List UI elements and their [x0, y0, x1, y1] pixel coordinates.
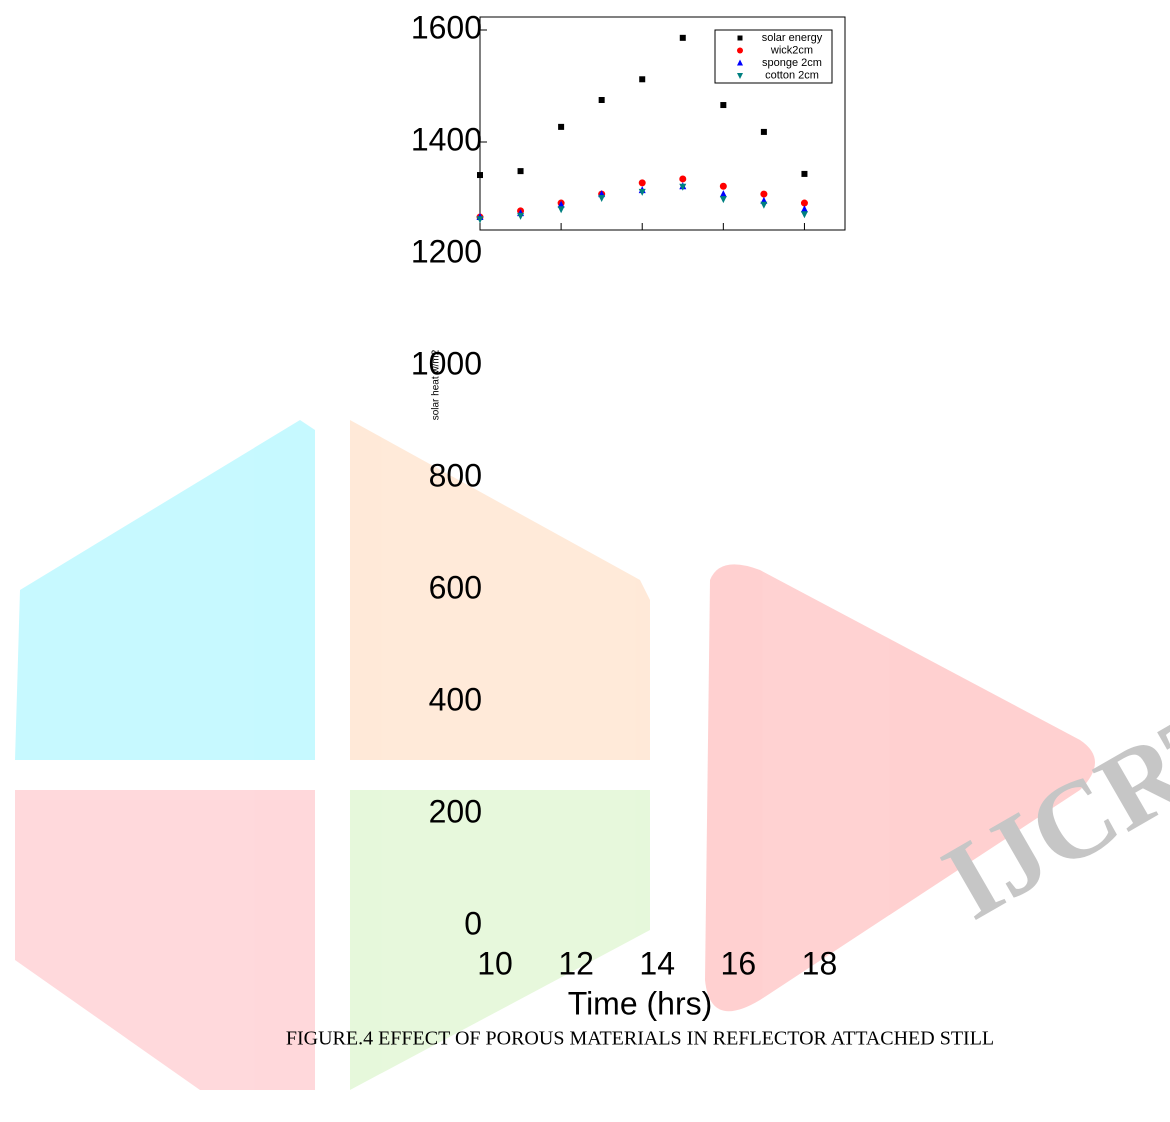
caption: FIGURE.4 EFFECT OF POROUS MATERIALS IN R…	[286, 1028, 994, 1050]
y-tick-label: 200	[429, 793, 482, 829]
x-tick-label: 10	[477, 945, 513, 981]
legend-label: sponge 2cm	[762, 57, 822, 69]
legend-marker	[737, 47, 743, 54]
x-axis-label: Time (hrs)	[568, 985, 713, 1021]
data-point	[679, 175, 687, 183]
data-point	[720, 102, 727, 109]
y-tick-label: 0	[464, 905, 482, 941]
data-point	[801, 170, 808, 177]
data-point	[719, 190, 727, 198]
data-point	[760, 190, 768, 198]
x-tick-label: 18	[802, 945, 838, 981]
data-point	[598, 97, 605, 103]
legend-marker	[737, 35, 743, 41]
data-point	[557, 206, 565, 214]
data-point	[760, 201, 768, 209]
y-tick-label: 1400	[411, 121, 482, 157]
legend-marker	[737, 73, 743, 79]
data-point	[760, 128, 767, 135]
legend-label: cotton 2cm	[765, 69, 819, 81]
data-point	[679, 183, 687, 191]
data-point	[477, 172, 483, 179]
x-tick-label: 14	[639, 945, 675, 981]
data-point	[639, 76, 646, 83]
y-tick-label: 400	[429, 681, 482, 717]
y-tick-label: 1000	[411, 345, 482, 381]
legend-label: wick2cm	[770, 44, 813, 56]
data-point	[719, 196, 727, 204]
plot-frame	[479, 16, 846, 231]
y-tick-label: 1200	[411, 233, 482, 269]
legend-label: solar energy	[762, 32, 823, 44]
x-tick-label: 12	[558, 945, 594, 981]
watermark: IJCRT	[15, 420, 1170, 1090]
y-tick-label: 600	[429, 569, 482, 605]
data-point	[638, 179, 646, 187]
data-point	[557, 200, 565, 208]
data-point	[679, 34, 686, 41]
data-point	[638, 188, 646, 196]
legend-box	[714, 29, 833, 84]
x-tick-label: 16	[721, 945, 757, 981]
data-point	[719, 182, 727, 190]
data-point	[476, 216, 484, 224]
data-point	[558, 123, 565, 130]
data-point	[517, 168, 524, 175]
legend-marker	[737, 59, 743, 66]
data-point	[517, 212, 525, 220]
data-point	[800, 211, 808, 219]
y-tick-label: 800	[429, 457, 482, 493]
data-point	[800, 199, 808, 207]
y-axis-label: solar heat w/m2	[431, 349, 442, 420]
data-point	[800, 205, 808, 213]
y-tick-label: 1600	[411, 9, 482, 45]
data-point	[598, 195, 606, 202]
